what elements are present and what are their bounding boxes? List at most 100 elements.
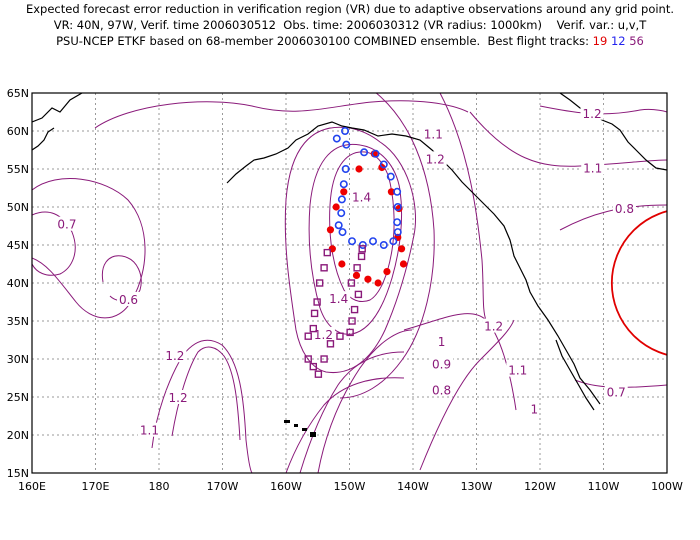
flight-track-12-marker [379,241,388,250]
contour-label-background [430,356,454,371]
contour-label: 1.2 [484,320,503,334]
flight-track-56-marker [323,248,331,257]
contour-label: 1.4 [329,292,348,306]
contour-label-background [580,105,604,120]
flight-track-12-marker [379,160,388,169]
hawaii-islands [284,420,316,437]
coastline-baja [555,339,595,411]
contour-1-2-east-ring [339,93,435,399]
flight-track-19-marker [374,279,382,287]
flight-track-19-marker [364,275,372,283]
map-content: 0.90.70.61.21.21.11.11.21.41.41.210.90.8… [32,93,667,473]
contour-label-background [604,384,628,399]
map-frame [31,92,668,474]
flight-track-12-marker [341,127,350,136]
flight-track-19-marker [332,203,340,211]
flight-track-56-marker [304,355,312,363]
contour-label-background [612,200,636,215]
flight-track-12-marker [368,237,377,246]
contour-1-2-east [439,93,487,321]
flight-track-19-marker [338,260,346,268]
contour-0-9-south-east [299,351,405,473]
flight-track-19-marker [399,260,408,268]
contour-labels: 0.90.70.61.21.21.11.11.21.41.41.210.90.8… [55,105,636,438]
flight-track-56-label: 56 [629,34,644,48]
longitude-tick-label: 150W [334,480,366,493]
flight-track-12-marker [393,228,402,237]
contour-label-background [581,160,605,175]
flight-track-56-marker [310,309,319,318]
contour-label-background [137,422,161,437]
contour-0-7-west [32,178,146,319]
contour-label: 1.2 [583,107,602,121]
flight-track-19-label: 19 [592,34,608,48]
contour-label-background [506,362,530,377]
longitude-tick-label: 170E [82,480,110,493]
contour-label: 1.1 [140,424,159,438]
flight-track-12-marker [358,241,367,250]
contour-label: 1.1 [583,161,602,175]
longitude-tick-label: 170W [207,480,239,493]
flight-track-12-marker [339,180,348,189]
flight-track-12-marker [348,237,357,246]
longitude-tick-label: 180 [149,480,170,493]
flight-track-56-marker [314,370,323,378]
coastline-kamchatka [32,127,55,151]
flight-track-56-marker [354,290,363,299]
flight-track-12-label: 12 [610,34,626,48]
contour-label: 1 [438,335,446,349]
latitude-tick-label: 55N [7,163,29,176]
flight-track-markers [304,127,408,378]
contour-label: 1.1 [508,364,527,378]
flight-track-12-marker [334,221,343,230]
flight-track-56-marker [326,340,335,348]
map-title-line-3: PSU-NCEP ETKF based on 68-member 2006030… [0,33,700,49]
lat-lon-grid [32,93,667,473]
latitude-tick-label: 30N [7,353,29,366]
flight-track-56-marker [315,279,324,287]
contour-label: 1 [530,402,538,416]
flight-track-19-marker [387,188,396,196]
longitude-tick-label: 160W [270,480,302,493]
latitude-tick-label: 50N [7,201,29,214]
flight-track-19-marker [355,165,363,173]
flight-track-12-marker [342,140,351,149]
contour-label-background [55,216,79,231]
flight-track-56-marker [304,332,312,340]
contour-1-2-north-east [539,105,667,115]
contour-label-background [421,126,445,141]
contour-label: 0.6 [119,293,138,307]
verification-region-circle [610,210,667,356]
map-title-line-3-text: PSU-NCEP ETKF based on 68-member 2006030… [56,34,593,48]
latitude-tick-label: 65N [7,87,29,100]
contour-label-background [423,151,447,166]
longitude-tick-label: 130W [461,480,493,493]
flight-track-12-marker [386,172,395,181]
flight-track-56-marker [309,324,318,333]
flight-track-12-marker [337,195,346,204]
contour-1-1-east [419,319,515,471]
contour-label-background [482,318,506,333]
contour-label-background [430,382,454,397]
latitude-tick-label: 60N [7,125,29,138]
map-title-line-2: VR: 40N, 97W, Verif. time 2006030512 Obs… [53,18,647,32]
flight-track-12-marker [371,149,380,158]
flight-track-56-marker [346,328,354,337]
flight-track-12-marker [341,165,350,174]
contour-1-1-inner [284,126,416,374]
flight-track-12-marker [332,134,341,143]
flight-track-12-marker [393,218,402,227]
flight-track-12-marker [338,228,347,237]
latitude-tick-label: 40N [7,277,29,290]
longitude-tick-label: 140W [397,480,429,493]
coastlines [32,93,667,411]
flight-track-12-marker [389,237,398,246]
flight-track-19-marker [383,268,391,276]
flight-track-19-marker [397,245,406,253]
flight-track-56-marker [320,264,328,272]
contour-label-background [166,390,190,404]
longitude-tick-label: 110W [588,480,620,493]
contour-0-8-north-east [559,204,667,231]
contour-1-1-south [151,339,253,473]
contour-label-background [437,333,447,348]
